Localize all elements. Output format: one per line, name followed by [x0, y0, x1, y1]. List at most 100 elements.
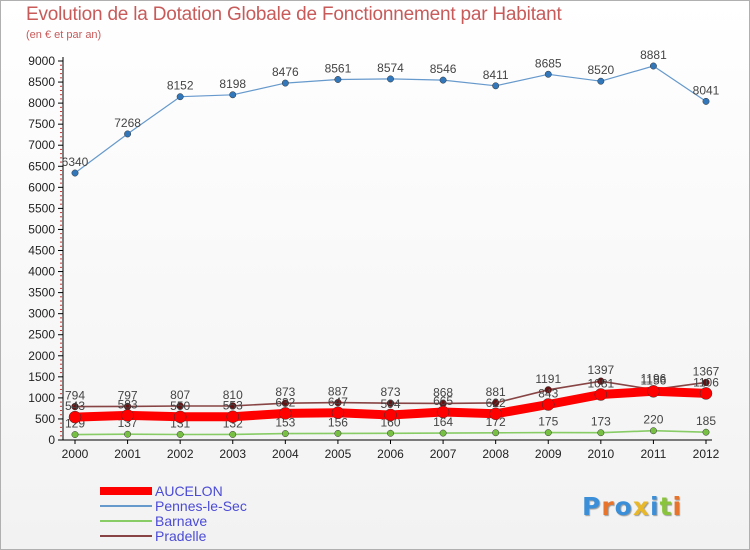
data-point-aucelon [68, 410, 82, 424]
legend-item-pradelle: Pradelle [100, 529, 360, 544]
data-label-barnave: 175 [538, 415, 558, 429]
data-point-aucelon [226, 410, 239, 423]
data-label-pennes-le-sec: 8198 [219, 77, 246, 91]
data-label-barnave: 153 [275, 416, 295, 430]
data-point-pennes-le-sec [439, 76, 447, 84]
y-tick-label: 3000 [28, 307, 55, 321]
data-label-pradelle: 873 [380, 385, 400, 399]
data-point-aucelon [699, 387, 713, 400]
x-tick-label: 2010 [587, 447, 614, 461]
data-label-pradelle: 1191 [535, 372, 561, 386]
data-point-aucelon [384, 408, 397, 422]
data-point-aucelon [173, 410, 187, 424]
data-point-pennes-le-sec [124, 130, 132, 138]
data-label-pradelle: 807 [170, 388, 190, 402]
y-tick-label: 6500 [28, 159, 55, 173]
logo-letter: o [614, 492, 633, 521]
logo-letter: x [632, 492, 650, 521]
data-point-barnave [597, 429, 605, 437]
data-point-pradelle [492, 399, 500, 407]
data-label-pennes-le-sec: 8520 [587, 63, 614, 77]
proxiti-logo[interactable]: Proxiti [582, 492, 682, 521]
data-point-pennes-le-sec [597, 77, 605, 85]
x-tick-label: 2011 [641, 447, 667, 461]
data-point-barnave [387, 429, 394, 437]
y-tick-label: 7500 [28, 117, 55, 131]
data-point-barnave [229, 430, 237, 438]
chart-title: Evolution de la Dotation Globale de Fonc… [26, 4, 562, 25]
data-label-barnave: 172 [486, 415, 506, 429]
data-point-barnave [334, 429, 342, 437]
data-point-barnave [71, 431, 79, 439]
data-point-aucelon [594, 388, 608, 401]
legend-item-aucelon: AUCELON [100, 484, 360, 499]
x-tick-label: 2008 [482, 447, 509, 461]
data-label-pradelle: 887 [328, 385, 348, 399]
data-point-pennes-le-sec [176, 93, 184, 101]
legend-item-barnave: Barnave [100, 514, 360, 529]
data-label-pradelle: 810 [223, 388, 243, 402]
data-point-aucelon [436, 405, 450, 419]
data-label-pennes-le-sec: 8152 [167, 79, 194, 93]
data-point-pradelle [176, 402, 184, 410]
logo-letter: i [650, 492, 660, 521]
data-point-aucelon [121, 409, 134, 422]
data-label-pennes-le-sec: 8881 [640, 48, 667, 62]
data-label-barnave: 220 [643, 413, 663, 427]
data-label-aucelon: 543 [65, 399, 85, 413]
data-label-pennes-le-sec: 8561 [325, 61, 352, 75]
x-tick-label: 2003 [219, 447, 246, 461]
data-label-pradelle: 1367 [693, 364, 720, 378]
data-label-aucelon: 622 [486, 396, 506, 410]
x-tick-label: 2007 [430, 447, 457, 461]
data-point-barnave [492, 429, 500, 437]
legend-swatch-aucelon [100, 487, 152, 495]
data-label-pradelle: 868 [433, 385, 453, 399]
y-tick-label: 9000 [28, 54, 55, 68]
data-label-aucelon: 647 [328, 395, 348, 409]
data-label-pradelle: 873 [275, 385, 295, 399]
data-point-pennes-le-sec [387, 75, 394, 83]
y-tick-label: 1500 [28, 370, 55, 384]
data-point-pradelle [281, 399, 289, 407]
chart-subtitle: (en € et par an) [26, 29, 102, 41]
data-point-pradelle [386, 399, 395, 407]
data-label-pennes-le-sec: 8411 [483, 68, 509, 82]
y-tick-label: 8500 [28, 75, 55, 89]
legend-swatch-pradelle [100, 535, 152, 537]
data-point-pradelle [702, 378, 710, 387]
data-label-aucelon: 1156 [641, 373, 667, 387]
data-point-barnave [439, 429, 447, 437]
data-label-aucelon: 843 [538, 387, 558, 401]
legend-label-aucelon: AUCELON [155, 483, 223, 499]
data-point-pennes-le-sec [334, 76, 342, 83]
data-point-aucelon [331, 406, 345, 420]
legend-label-pennes-le-sec: Pennes-le-Sec [155, 498, 247, 514]
x-tick-label: 2009 [535, 447, 562, 461]
legend-swatch-pennes-le-sec [100, 505, 152, 507]
data-label-aucelon: 594 [380, 397, 400, 411]
data-point-pradelle [229, 402, 237, 410]
data-label-pradelle: 1196 [641, 372, 667, 386]
y-tick-label: 5000 [28, 222, 55, 236]
y-tick-label: 8000 [28, 96, 55, 110]
x-tick-label: 2002 [167, 447, 194, 461]
data-label-aucelon: 550 [170, 399, 190, 413]
data-point-barnave [281, 430, 289, 438]
data-point-aucelon [647, 385, 660, 398]
y-tick-label: 0 [48, 433, 55, 447]
logo-letter: t [659, 492, 673, 521]
x-tick-label: 2005 [325, 447, 352, 461]
data-label-aucelon: 632 [275, 395, 295, 409]
logo-letter: P [582, 492, 602, 521]
y-tick-label: 4500 [28, 244, 55, 258]
y-tick-label: 2000 [28, 349, 55, 363]
logo-letter: i [672, 492, 683, 521]
data-point-barnave [544, 429, 552, 437]
y-tick-label: 5500 [28, 201, 55, 215]
data-label-pennes-le-sec: 8041 [693, 83, 720, 97]
legend-item-pennes-le-sec: Pennes-le-Sec [100, 499, 360, 514]
data-point-pennes-le-sec [492, 82, 500, 90]
